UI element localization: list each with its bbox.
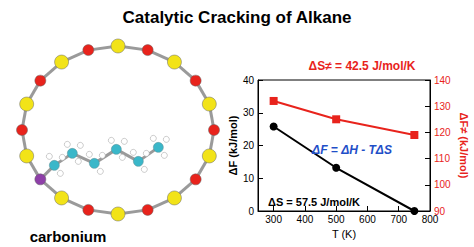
svg-text:ΔS≠ = 42.5 J/mol/K: ΔS≠ = 42.5 J/mol/K xyxy=(309,59,416,73)
svg-text:500: 500 xyxy=(328,214,345,225)
svg-text:ΔF = ΔH - TΔS: ΔF = ΔH - TΔS xyxy=(311,143,392,157)
svg-text:40: 40 xyxy=(243,75,255,86)
svg-text:90: 90 xyxy=(434,205,446,217)
svg-text:ΔF (kJ/mol): ΔF (kJ/mol) xyxy=(227,115,239,175)
svg-text:130: 130 xyxy=(434,101,451,112)
svg-text:400: 400 xyxy=(297,214,314,225)
svg-text:100: 100 xyxy=(434,179,451,190)
svg-text:600: 600 xyxy=(359,214,376,225)
svg-text:ΔS = 57.5 J/mol/K: ΔS = 57.5 J/mol/K xyxy=(268,196,360,208)
svg-text:10: 10 xyxy=(243,173,255,184)
svg-text:Catalytic Cracking of Alkane: Catalytic Cracking of Alkane xyxy=(123,8,352,27)
svg-text:carbonium: carbonium xyxy=(30,228,107,245)
svg-text:300: 300 xyxy=(265,214,282,225)
svg-text:140: 140 xyxy=(434,75,451,86)
svg-text:800: 800 xyxy=(422,214,439,225)
svg-text:120: 120 xyxy=(434,127,451,138)
svg-text:700: 700 xyxy=(390,214,407,225)
svg-text:20: 20 xyxy=(243,140,255,151)
svg-text:30: 30 xyxy=(243,107,255,118)
svg-text:T (K): T (K) xyxy=(332,228,356,240)
svg-text:0: 0 xyxy=(248,206,254,217)
svg-text:ΔF≠ (kJ/mol): ΔF≠ (kJ/mol) xyxy=(458,113,470,179)
svg-text:110: 110 xyxy=(434,153,450,164)
